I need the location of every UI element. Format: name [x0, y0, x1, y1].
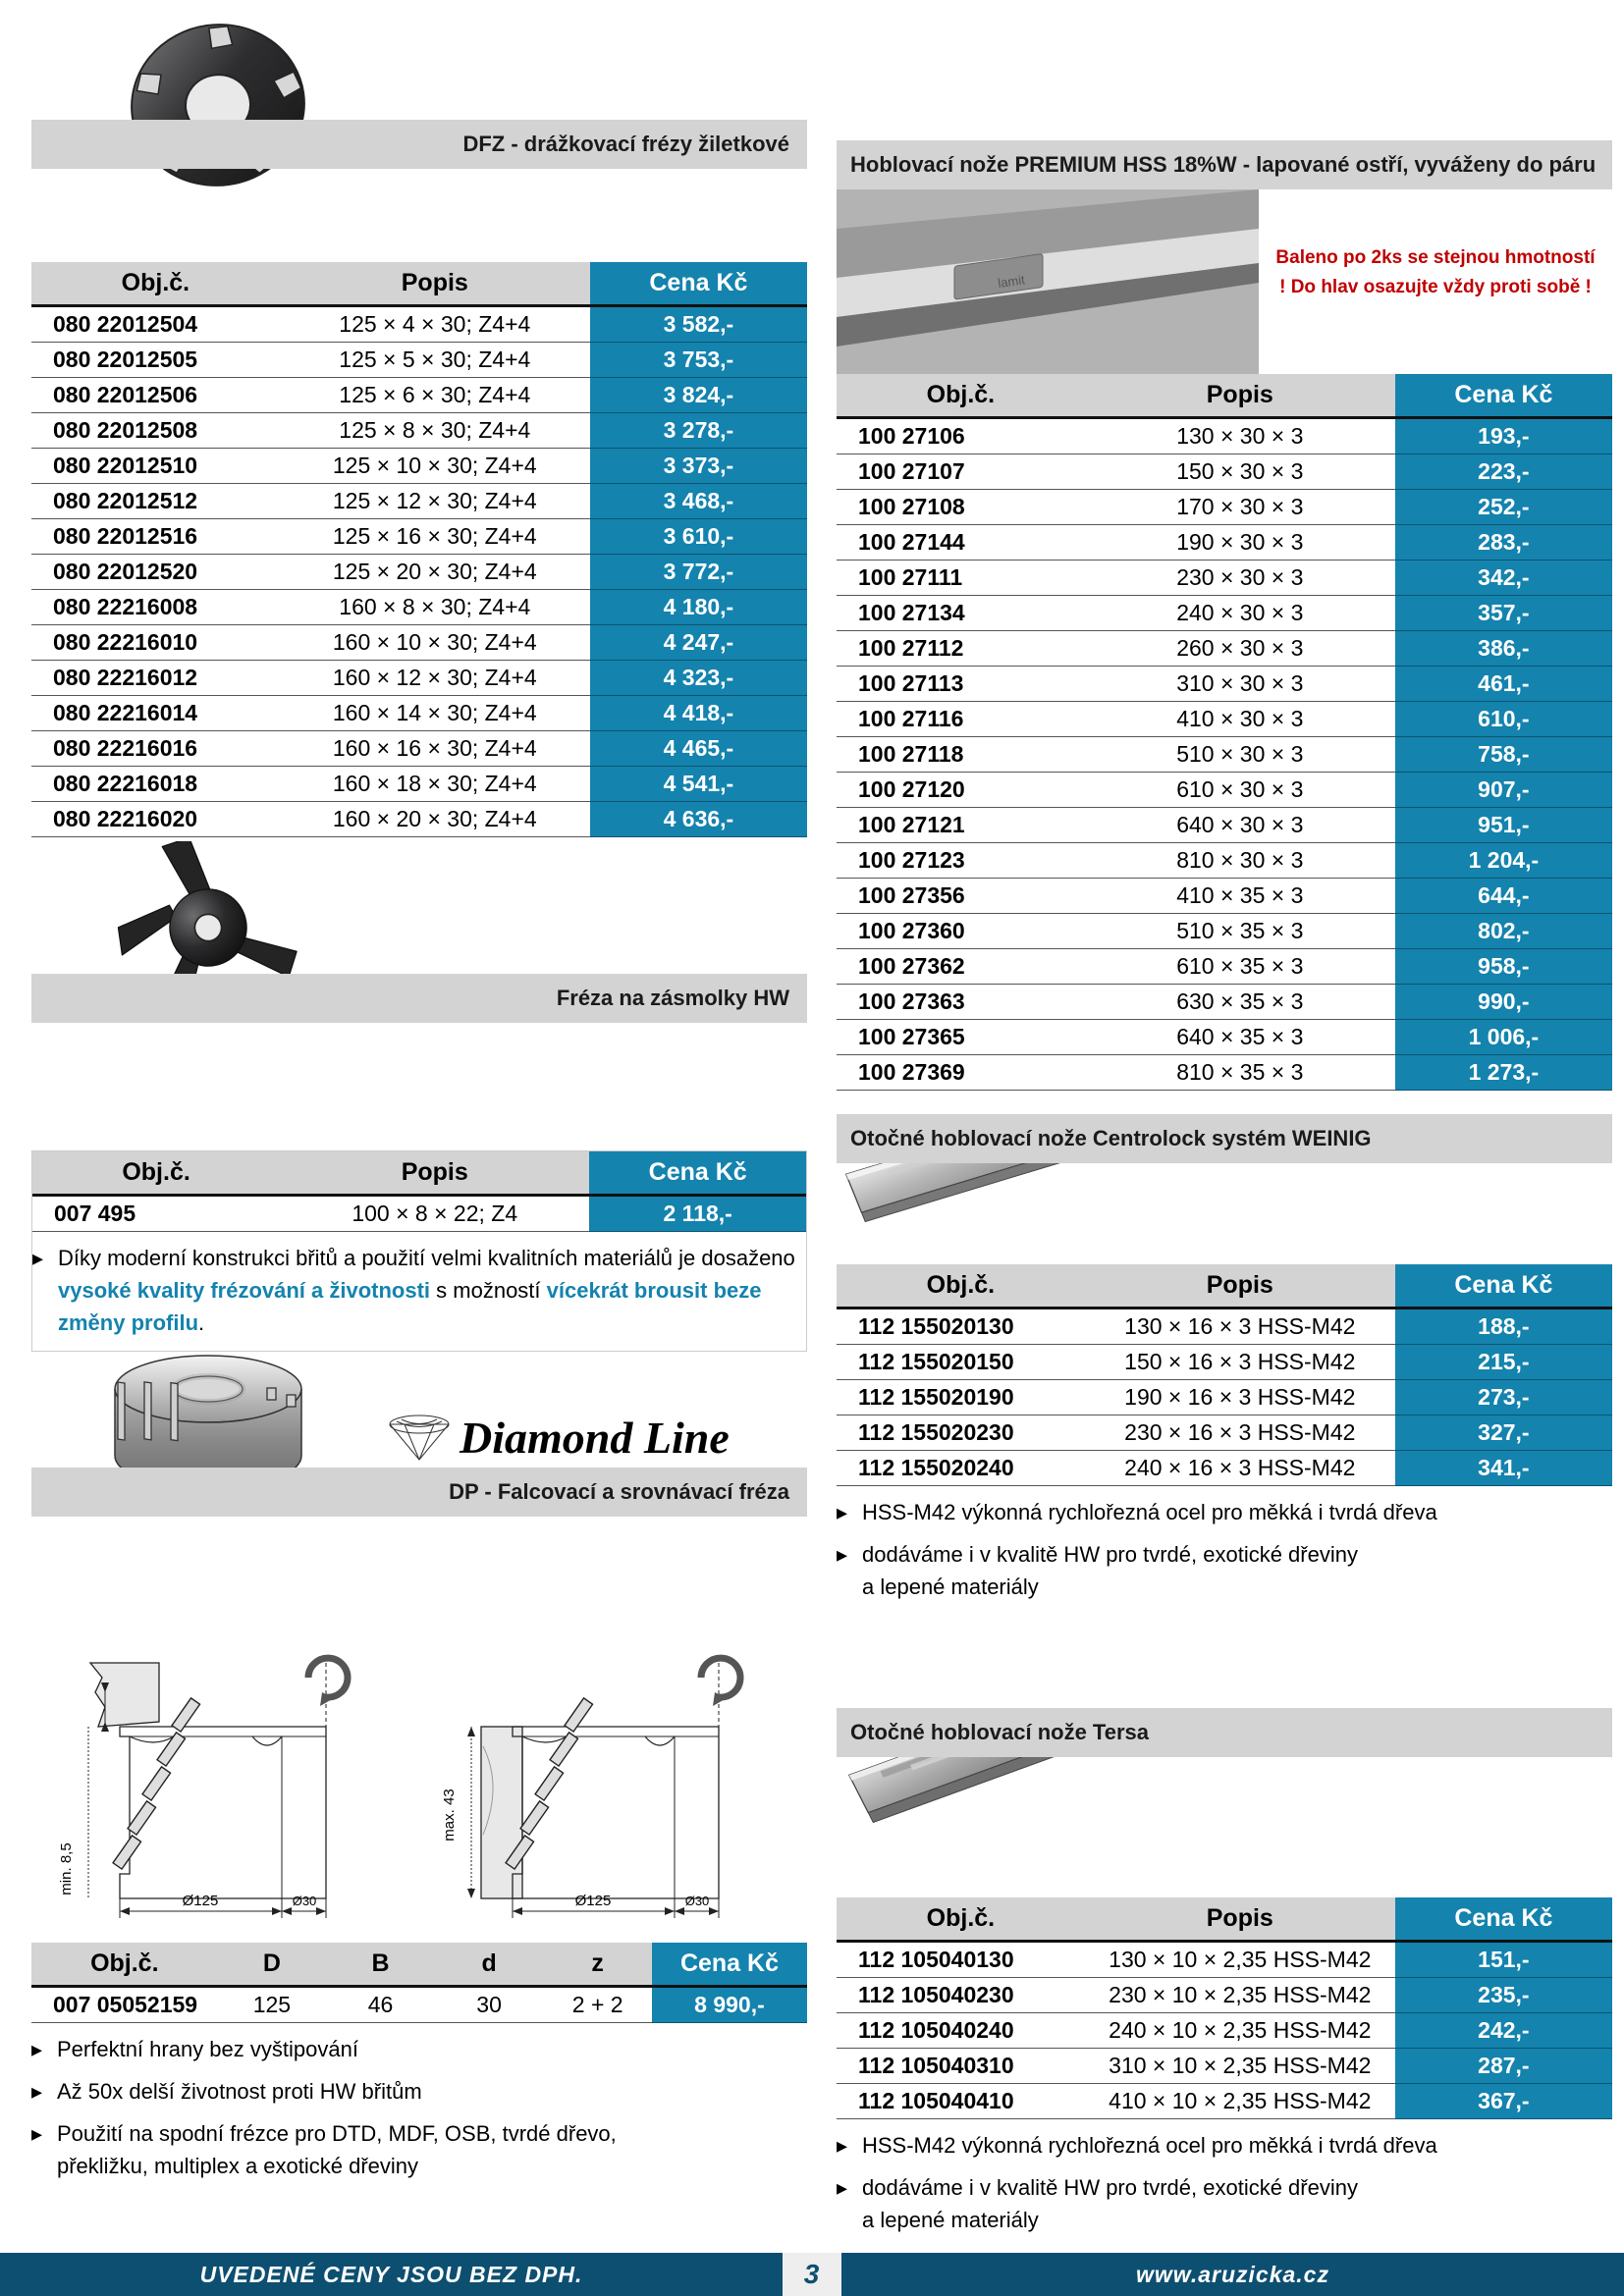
svg-text:Ø30: Ø30: [685, 1894, 710, 1908]
svg-text:Ø125: Ø125: [183, 1893, 219, 1909]
svg-text:Ø30: Ø30: [293, 1894, 317, 1908]
svg-text:Ø125: Ø125: [575, 1893, 612, 1909]
svg-text:min. 8,5: min. 8,5: [58, 1842, 75, 1895]
svg-text:max. 43: max. 43: [441, 1789, 458, 1841]
